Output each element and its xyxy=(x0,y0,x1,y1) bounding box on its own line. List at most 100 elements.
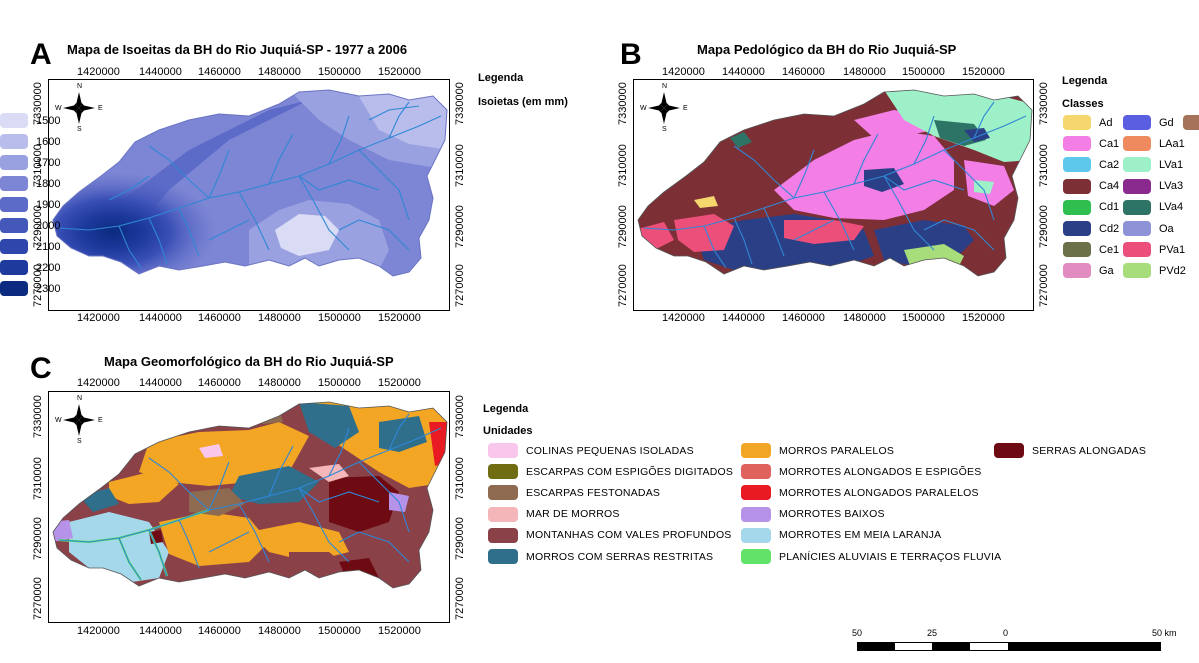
legend-swatch xyxy=(1063,178,1091,194)
legend-item: LVa3 xyxy=(1123,178,1184,194)
y-tick: 7270000 xyxy=(454,577,466,620)
legend-label: Ce1 xyxy=(1099,243,1120,256)
legend-label: MORROTES ALONGADOS PARALELOS xyxy=(779,486,979,499)
legend-item: MONTANHAS COM VALES PROFUNDOS xyxy=(488,527,732,543)
y-tick: 7330000 xyxy=(617,82,629,125)
legend-label: Cd2 xyxy=(1099,222,1120,235)
legend-label: Ad xyxy=(1099,116,1113,129)
compass-n: N xyxy=(662,83,668,90)
legend-item: MORROTES ALONGADOS E ESPIGÕES xyxy=(741,464,981,480)
legend-item: Oa xyxy=(1123,221,1174,236)
y-tick: 7330000 xyxy=(454,395,466,438)
legend-item: 2000 xyxy=(0,218,60,233)
legend-item: PVd2 xyxy=(1123,263,1186,279)
legend-swatch xyxy=(1063,242,1091,258)
y-tick: 7270000 xyxy=(32,577,44,620)
x-tick: 1520000 xyxy=(962,312,1005,324)
legend-heading-b: Legenda xyxy=(1062,75,1108,87)
y-tick: 7310000 xyxy=(32,457,44,500)
compass-n: N xyxy=(77,395,83,402)
legend-swatch xyxy=(741,506,771,522)
scale-label: 50 km xyxy=(1152,628,1177,638)
x-tick: 1480000 xyxy=(258,66,301,78)
x-tick: 1520000 xyxy=(378,66,421,78)
legend-item: LVa4 xyxy=(1123,199,1184,215)
y-tick: 7270000 xyxy=(617,264,629,307)
pedologico-map xyxy=(637,89,1033,277)
y-tick: 7310000 xyxy=(617,144,629,187)
legend-swatch xyxy=(0,134,28,149)
legend-item: LVa1 xyxy=(1123,157,1183,173)
legend-swatch xyxy=(1063,115,1091,130)
x-tick: 1480000 xyxy=(843,66,886,78)
legend-label: Ca2 xyxy=(1099,158,1120,171)
scale-label: 50 xyxy=(852,628,863,638)
legend-item: Cd1 xyxy=(1063,199,1119,215)
legend-swatch xyxy=(741,464,771,480)
legend-label: MORROTES EM MEIA LARANJA xyxy=(779,529,942,542)
panel-letter-c: C xyxy=(30,352,52,385)
compass-n: N xyxy=(77,83,83,90)
y-tick: 7290000 xyxy=(1038,205,1050,248)
y-tick: 7330000 xyxy=(1038,82,1050,125)
legend-swatch xyxy=(1123,136,1151,152)
legend-item: 2300 xyxy=(0,281,60,296)
legend-swatch xyxy=(0,239,28,254)
legend-swatch xyxy=(1063,263,1091,279)
legend-swatch xyxy=(488,506,518,522)
compass-w: W xyxy=(55,105,62,112)
legend-label: ESCARPAS FESTONADAS xyxy=(526,486,661,499)
y-tick: 7310000 xyxy=(1038,144,1050,187)
legend-swatch xyxy=(1123,263,1151,279)
legend-label: 1600 xyxy=(36,135,61,148)
y-tick: 7290000 xyxy=(32,517,44,560)
legend-swatch xyxy=(741,549,771,564)
legend-label: MORROS COM SERRAS RESTRITAS xyxy=(526,550,714,563)
legend-swatch xyxy=(1123,157,1151,173)
x-tick: 1480000 xyxy=(258,312,301,324)
legend-label: LVa3 xyxy=(1159,180,1184,193)
legend-item: Ga xyxy=(1063,263,1114,279)
legend-item: 1500 xyxy=(0,113,60,128)
compass-rose xyxy=(63,404,95,436)
legend-label: LAa1 xyxy=(1159,137,1185,150)
legend-item: MORROTES BAIXOS xyxy=(741,506,885,522)
legend-swatch xyxy=(1123,221,1151,236)
compass-s: S xyxy=(77,438,82,445)
legend-subheading-c: Unidades xyxy=(483,425,533,437)
x-tick: 1460000 xyxy=(198,66,241,78)
legend-label: 1500 xyxy=(36,114,61,127)
x-tick: 1480000 xyxy=(258,625,301,637)
x-tick: 1520000 xyxy=(962,66,1005,78)
legend-label: LVa4 xyxy=(1159,201,1184,214)
geomorfologico-map xyxy=(52,401,448,589)
legend-label: SERRAS ALONGADAS xyxy=(1032,444,1147,457)
x-tick: 1500000 xyxy=(902,312,945,324)
map-frame-a: N S E W xyxy=(48,79,450,311)
x-tick: 1460000 xyxy=(198,377,241,389)
legend-label: 1700 xyxy=(36,156,61,169)
legend-swatch xyxy=(1063,136,1091,152)
river-network xyxy=(58,101,442,269)
x-tick: 1520000 xyxy=(378,625,421,637)
compass-rose xyxy=(63,92,95,124)
legend-label: 1800 xyxy=(36,177,61,190)
legend-label: Ca4 xyxy=(1099,180,1120,193)
legend-label: MAR DE MORROS xyxy=(526,508,620,521)
map-frame-c: N S E W xyxy=(48,391,450,623)
compass-w: W xyxy=(55,417,62,424)
legend-label: Ga xyxy=(1099,264,1114,277)
x-tick: 1440000 xyxy=(139,312,182,324)
river-network xyxy=(58,413,442,581)
legend-item: SERRAS ALONGADAS xyxy=(994,443,1146,458)
x-tick: 1520000 xyxy=(378,377,421,389)
legend-swatch xyxy=(0,113,28,128)
river-network xyxy=(643,101,1027,269)
legend-label: Ca1 xyxy=(1099,137,1120,150)
legend-label: COLINAS PEQUENAS ISOLADAS xyxy=(526,444,694,457)
legend-swatch xyxy=(0,260,28,275)
x-tick: 1420000 xyxy=(662,312,705,324)
compass-w: W xyxy=(640,105,647,112)
legend-subheading-b: Classes xyxy=(1062,98,1104,110)
compass-e: E xyxy=(98,417,103,424)
